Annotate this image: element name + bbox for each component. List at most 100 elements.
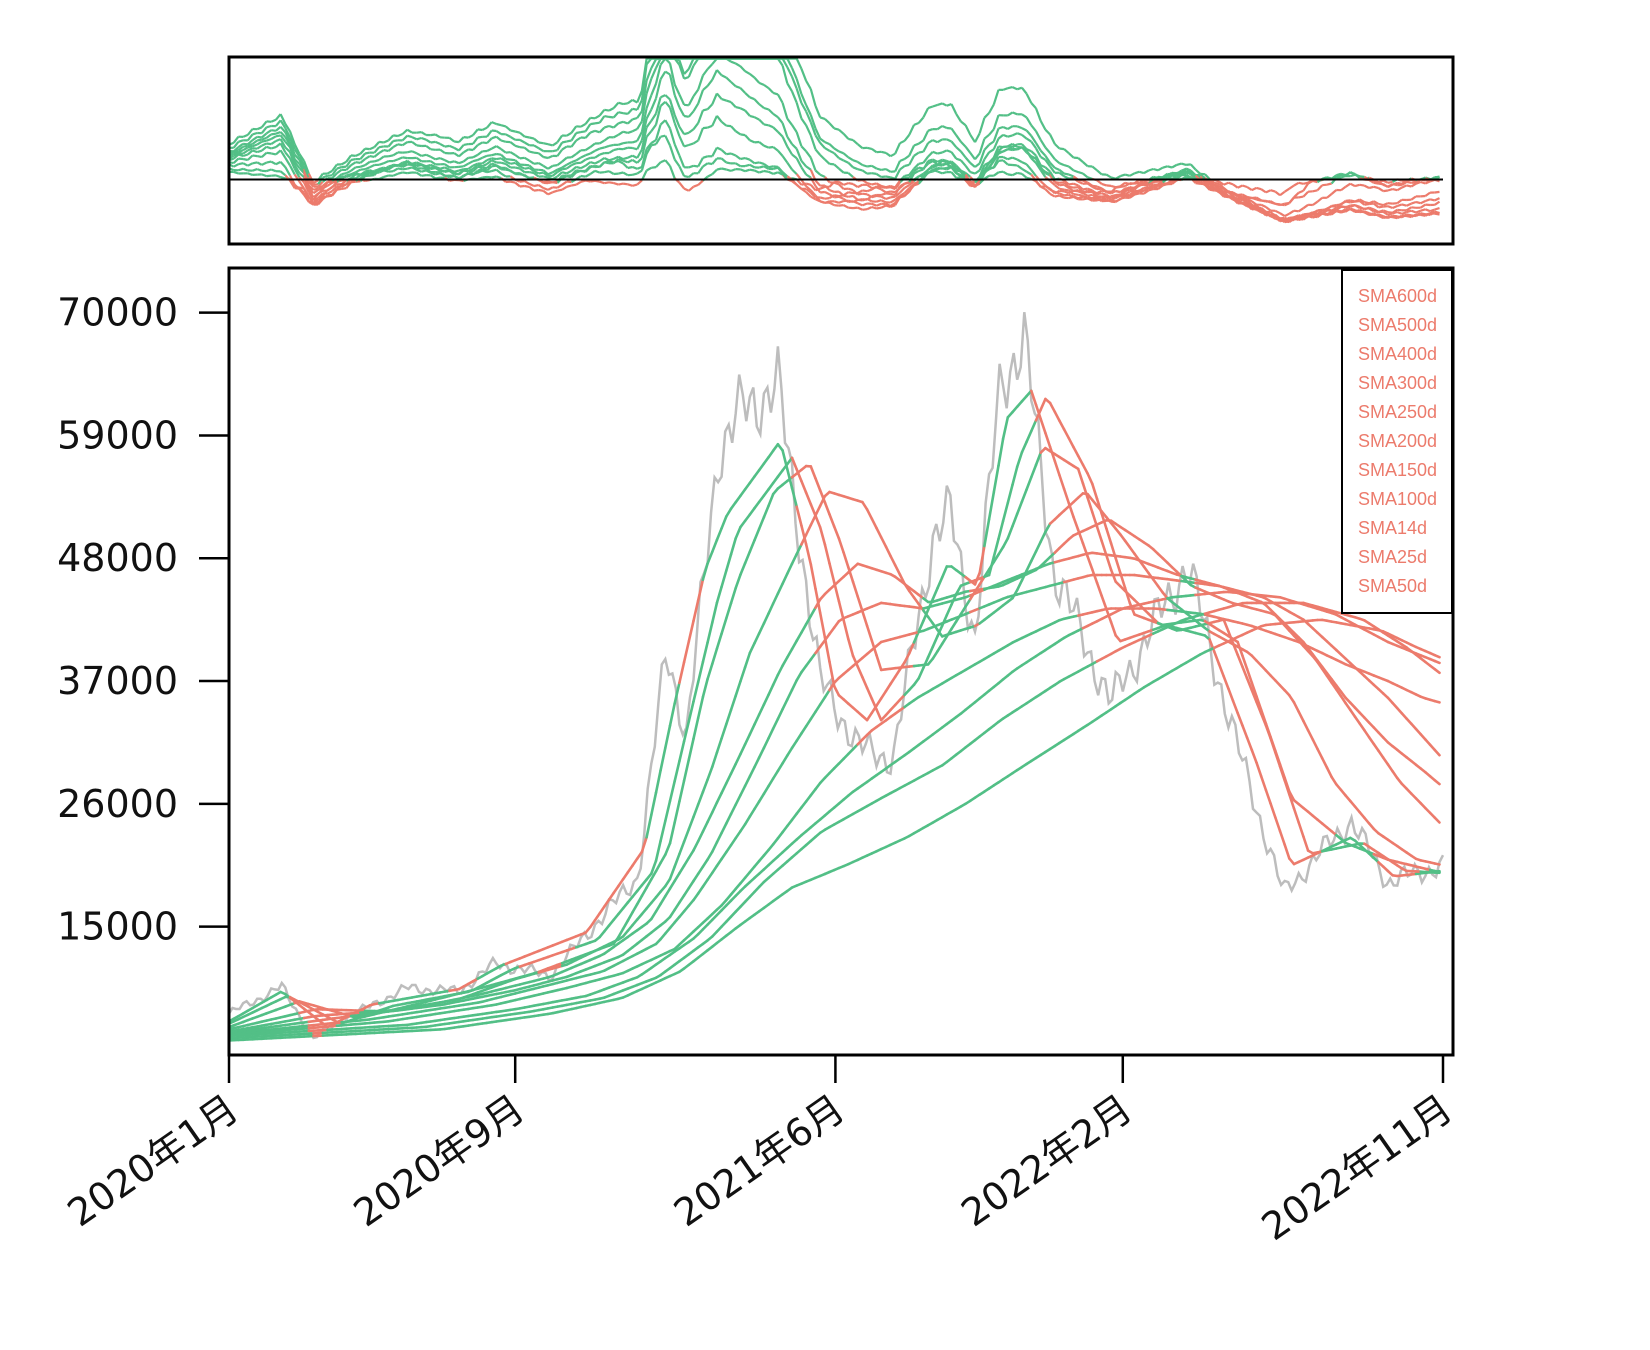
oscillator-segment [340,174,347,180]
oscillator-segment [1298,181,1304,185]
oscillator-segment [862,208,868,211]
sma-segment [682,856,691,868]
sma-segment [748,723,756,736]
oscillator-segment [618,111,624,115]
oscillator-segment [1115,185,1121,189]
oscillator-segment [889,152,896,158]
sma-segment [992,464,1000,494]
sma-segment [809,514,817,527]
oscillator-segment [618,171,624,175]
oscillator-segment [590,116,596,120]
sma-segment [734,793,742,807]
sma-segment [1222,674,1230,690]
sma-segment [757,494,766,504]
sma-segment [682,758,691,782]
oscillator-segment [1326,176,1332,180]
oscillator-segment [632,165,638,170]
oscillator-segment [800,187,807,194]
sma-segment [701,820,709,833]
oscillator-segment [1025,163,1033,171]
oscillator-segment [1021,161,1028,166]
oscillator-segment [632,128,638,133]
sma-segment [828,562,836,584]
oscillator-segment [270,140,277,146]
oscillator-segment [857,160,864,166]
oscillator-segment [622,171,629,177]
oscillator-segment [1049,165,1056,174]
sma-segment [701,778,709,794]
oscillator-segment [1228,181,1234,186]
oscillator-segment [280,176,286,180]
oscillator-segment [937,166,943,170]
oscillator-segment [1392,204,1398,210]
sma-segment [734,829,742,840]
oscillator-segment [298,188,305,196]
oscillator-segment [1256,198,1262,202]
oscillator-panel [227,55,1455,246]
oscillator-segment [481,159,488,165]
oscillator-segment [894,195,901,201]
sma-segment [1250,688,1258,704]
oscillator-segment [448,170,455,176]
oscillator-segment [477,168,483,172]
sma-segment [1372,742,1380,753]
oscillator-segment [763,165,770,170]
sma-segment [846,565,855,584]
oscillator-segment [514,154,521,160]
oscillator-segment [252,154,258,158]
oscillator-segment [279,126,287,134]
oscillator-segment [1129,172,1136,177]
oscillator-segment [805,187,812,194]
oscillator-segment [960,175,966,179]
oscillator-segment [777,131,784,138]
oscillator-segment [364,173,371,177]
oscillator-segment [697,75,704,90]
sma-segment [692,892,700,902]
oscillator-segment [937,170,943,175]
oscillator-segment [636,149,643,159]
sma-segment [762,693,770,706]
oscillator-segment [510,170,516,175]
oscillator-segment [758,169,765,174]
oscillator-segment [683,68,690,75]
oscillator-segment [317,196,324,204]
sma-segment [1091,482,1099,501]
oscillator-segment [857,202,863,207]
oscillator-segment [388,170,394,173]
oscillator-segment [1415,200,1421,205]
oscillator-segment [904,181,910,185]
oscillator-segment [899,165,906,171]
sma-segment [1335,688,1343,698]
sma-segment [875,697,883,708]
oscillator-segment [1317,212,1323,216]
sma-segment [715,632,723,651]
sma-segment [790,639,799,651]
oscillator-segment [341,165,347,169]
oscillator-segment [668,63,676,85]
oscillator-segment [918,161,924,165]
sma-segment [710,647,719,666]
oscillator-segment [627,165,633,170]
oscillator-segment [983,166,990,173]
oscillator-segment [1002,87,1009,91]
oscillator-segment [571,162,577,167]
oscillator-segment [350,161,357,167]
sma-segment [696,790,705,806]
oscillator-segment [1344,182,1351,188]
sma-segment [1320,667,1329,678]
oscillator-segment [1086,181,1093,187]
oscillator-segment [998,170,1004,174]
oscillator-segment [781,171,789,178]
sma-segment [865,508,874,521]
oscillator-segment [927,164,934,171]
oscillator-segment [317,181,324,188]
oscillator-segment [439,148,446,154]
oscillator-segment [561,163,568,169]
oscillator-segment [252,131,258,136]
sma-segment [842,551,850,569]
oscillator-segment [543,142,549,146]
oscillator-segment [866,206,873,211]
oscillator-segment [632,183,638,187]
oscillator-segment [383,139,389,144]
sma-segment [701,858,709,869]
